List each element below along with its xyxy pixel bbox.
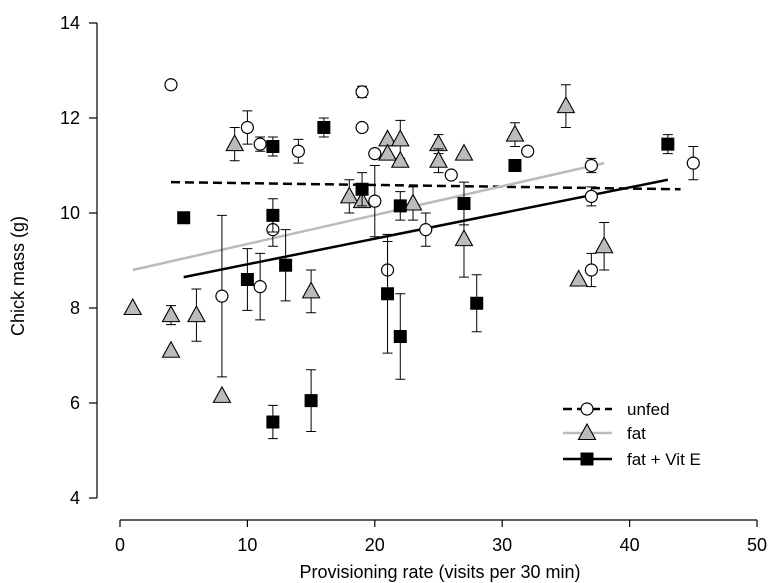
triangle-point xyxy=(569,269,589,287)
circle-point xyxy=(355,120,369,135)
square-point xyxy=(266,208,280,222)
triangle-point xyxy=(505,124,525,142)
triangle-point xyxy=(225,133,245,152)
triangle-point xyxy=(454,228,474,247)
circle-point xyxy=(686,156,700,170)
x-tick-label: 30 xyxy=(492,535,512,555)
triangle-point xyxy=(187,304,206,323)
fit-line-unfed xyxy=(170,180,681,191)
circle-point xyxy=(240,120,254,135)
square-point xyxy=(355,182,369,196)
square-point xyxy=(266,415,280,429)
y-tick-label: 10 xyxy=(60,203,80,223)
triangle-point xyxy=(161,340,181,358)
triangle-point xyxy=(429,150,448,168)
circle-point xyxy=(291,144,305,158)
triangle-point xyxy=(161,304,181,323)
x-tick-label: 20 xyxy=(365,535,385,555)
triangle-point xyxy=(390,150,410,168)
triangle-point xyxy=(594,236,614,254)
axes: 0 10 20 30 40 50 4 6 8 10 12 14 xyxy=(60,13,767,555)
triangle-point xyxy=(212,385,232,403)
square-point xyxy=(393,199,407,213)
y-tick-label: 12 xyxy=(60,108,80,128)
y-tick-label: 8 xyxy=(70,298,80,318)
fit-lines xyxy=(132,161,681,279)
circle-point xyxy=(584,263,598,277)
x-axis-label: Provisioning rate (visits per 30 min) xyxy=(299,562,580,582)
y-tick-label: 4 xyxy=(70,488,80,508)
circle-point xyxy=(584,189,598,203)
square-point xyxy=(279,258,293,272)
square-point xyxy=(317,121,331,134)
square-point xyxy=(240,273,254,286)
square-point xyxy=(266,140,280,153)
circle-point xyxy=(355,85,369,99)
y-axis-label: Chick mass (g) xyxy=(8,216,28,336)
x-tick-label: 10 xyxy=(237,535,257,555)
square-point xyxy=(457,197,471,210)
square-point xyxy=(381,287,395,301)
legend-triangle-icon xyxy=(577,422,597,441)
legend-square-icon xyxy=(580,452,594,466)
legend-label: fat + Vit E xyxy=(627,450,701,469)
triangle-point xyxy=(390,129,410,147)
square-point xyxy=(177,211,191,225)
legend-circle-icon xyxy=(580,402,594,416)
circle-point xyxy=(419,223,433,237)
square-point xyxy=(470,296,484,310)
circle-point xyxy=(521,144,535,158)
triangle-point xyxy=(429,133,448,152)
fit-line-fat xyxy=(132,161,605,272)
y-tick-label: 14 xyxy=(60,13,80,33)
circle-point xyxy=(164,78,178,92)
square-point xyxy=(661,137,675,151)
circle-point xyxy=(253,137,267,151)
data-points xyxy=(123,78,700,440)
circle-point xyxy=(368,194,382,208)
y-tick-label: 6 xyxy=(70,393,80,413)
circle-point xyxy=(368,147,382,161)
x-tick-label: 50 xyxy=(747,535,767,555)
legend: unfed fat fat + Vit E xyxy=(563,400,701,469)
triangle-point xyxy=(339,186,359,204)
square-point xyxy=(508,159,522,172)
x-tick-label: 40 xyxy=(620,535,640,555)
legend-label: unfed xyxy=(627,400,670,419)
circle-point xyxy=(215,289,229,303)
triangle-point xyxy=(301,281,321,299)
x-tick-label: 0 xyxy=(115,535,125,555)
triangle-point xyxy=(378,143,397,161)
circle-point xyxy=(584,158,598,173)
triangle-point xyxy=(556,95,576,114)
triangle-point xyxy=(403,193,423,211)
circle-point xyxy=(444,168,458,182)
triangle-point xyxy=(123,297,143,316)
square-point xyxy=(393,330,407,343)
triangle-point xyxy=(454,143,474,161)
legend-label: fat xyxy=(627,424,646,443)
circle-point xyxy=(253,280,267,294)
square-point xyxy=(304,394,318,408)
